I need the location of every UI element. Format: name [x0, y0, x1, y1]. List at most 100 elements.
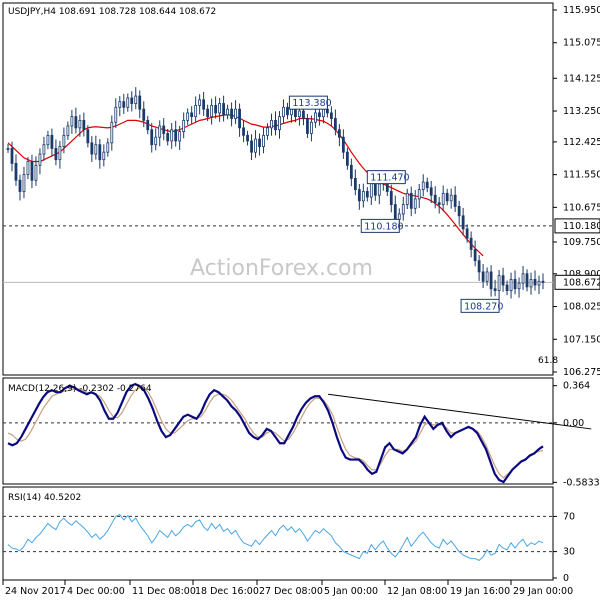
annotation-label: 110.180 [364, 221, 403, 232]
rsi-axis: 70 30 0 [553, 511, 575, 584]
candle-body [278, 116, 281, 131]
time-tick-label: 24 Nov 2017 [5, 586, 66, 597]
candle-body [210, 105, 214, 118]
candle-body [234, 108, 237, 119]
time-tick-label: 18 Dec 16:00 [195, 586, 259, 597]
candle-body [521, 273, 525, 284]
candle-body [282, 106, 285, 118]
price-tick-label: 106.275 [563, 367, 600, 378]
candle-body [98, 144, 102, 161]
macd-tick-label: 0.364 [563, 381, 590, 392]
price-annotations: 113.380 111.470 110.180 108.270 [288, 95, 503, 313]
candle-body [254, 138, 257, 153]
candle-body [310, 121, 313, 134]
candle-body [437, 202, 441, 205]
candle-body [18, 179, 22, 192]
candle-body [290, 108, 293, 116]
price-tick-label: 109.750 [563, 237, 600, 248]
candle-body [337, 129, 341, 138]
candle-body [369, 181, 373, 198]
candle-body [186, 112, 190, 121]
candle-body [58, 146, 62, 161]
candle-body [262, 134, 265, 147]
support-price-box [554, 218, 600, 234]
candle-body [501, 275, 505, 286]
price-tick-label: 110.675 [563, 202, 600, 213]
candle-body [178, 131, 182, 142]
rsi-panel-frame [2, 486, 554, 581]
candle-body [226, 108, 229, 116]
candle-body [389, 191, 393, 205]
candle-body [489, 271, 493, 290]
candle-body [266, 127, 269, 136]
candle-body [238, 108, 241, 129]
candle-body [473, 249, 477, 262]
macd-line [7, 382, 544, 484]
candle-body [194, 105, 198, 118]
candle-body [397, 213, 401, 220]
watermark: ActionForex.com [190, 256, 373, 281]
candle-body [150, 129, 154, 146]
rsi-line [7, 514, 544, 561]
candle-body [326, 108, 329, 114]
candle-body [302, 110, 305, 119]
rsi-layer [3, 514, 553, 561]
candle-body [409, 192, 413, 209]
candle-body [14, 163, 18, 181]
candle-body [142, 108, 146, 121]
price-tick-label: 108.900 [563, 269, 600, 280]
price-axis: 115.950 115.075 114.125 113.250 112.425 111.5… [553, 5, 600, 378]
candle-body [230, 108, 233, 119]
candle-body [537, 280, 541, 286]
candle-body [330, 112, 333, 119]
candle-body [182, 119, 186, 133]
candle-body [505, 284, 509, 292]
macd-label: MACD(12,26,9) -0.2302 -0.2764 [8, 384, 152, 394]
candle-body [274, 119, 277, 131]
candle-body [485, 271, 489, 282]
candle-body [497, 275, 501, 292]
candle-body [401, 204, 405, 215]
candle-body [170, 129, 174, 142]
candle-body [413, 198, 417, 209]
candle-body [361, 191, 365, 202]
candle-body [393, 204, 397, 220]
candle-body [349, 164, 353, 179]
candle-body [429, 187, 433, 196]
candle-body [457, 206, 461, 217]
candle-body [50, 134, 54, 149]
time-tick-label: 4 Dec 00:00 [67, 586, 125, 597]
candle-body [417, 189, 421, 200]
candle-body [22, 174, 26, 192]
ma-line [7, 114, 484, 257]
macd-layer [3, 382, 592, 484]
candle-body [78, 119, 82, 129]
current-price-label: 108.672 [563, 277, 600, 288]
candle-body [70, 116, 74, 127]
candle-body [449, 194, 453, 202]
price-tick-label: 108.025 [563, 302, 600, 313]
candle-body [421, 181, 425, 190]
moving-average [7, 114, 484, 257]
candle-body [30, 161, 34, 181]
candle-body [154, 136, 158, 146]
candle-body [222, 103, 225, 116]
candle-body [477, 260, 481, 273]
time-tick-label: 27 Dec 08:00 [259, 586, 323, 597]
candle-body [110, 121, 114, 144]
candles [6, 87, 545, 300]
annotation-box [360, 218, 400, 233]
annotation-label: 108.270 [464, 301, 503, 312]
candle-body [529, 278, 533, 288]
candle-body [481, 271, 485, 282]
candle-body [377, 183, 381, 196]
candle-body [34, 164, 38, 181]
candle-body [62, 134, 66, 147]
macd-tick-label: 0.00 [563, 418, 584, 429]
candle-body [38, 153, 42, 166]
rsi-label: RSI(14) 40.5202 [8, 493, 81, 503]
rsi-tick-label: 70 [563, 511, 575, 522]
price-header: USDJPY,H4 108.691 108.728 108.644 108.67… [8, 7, 216, 17]
